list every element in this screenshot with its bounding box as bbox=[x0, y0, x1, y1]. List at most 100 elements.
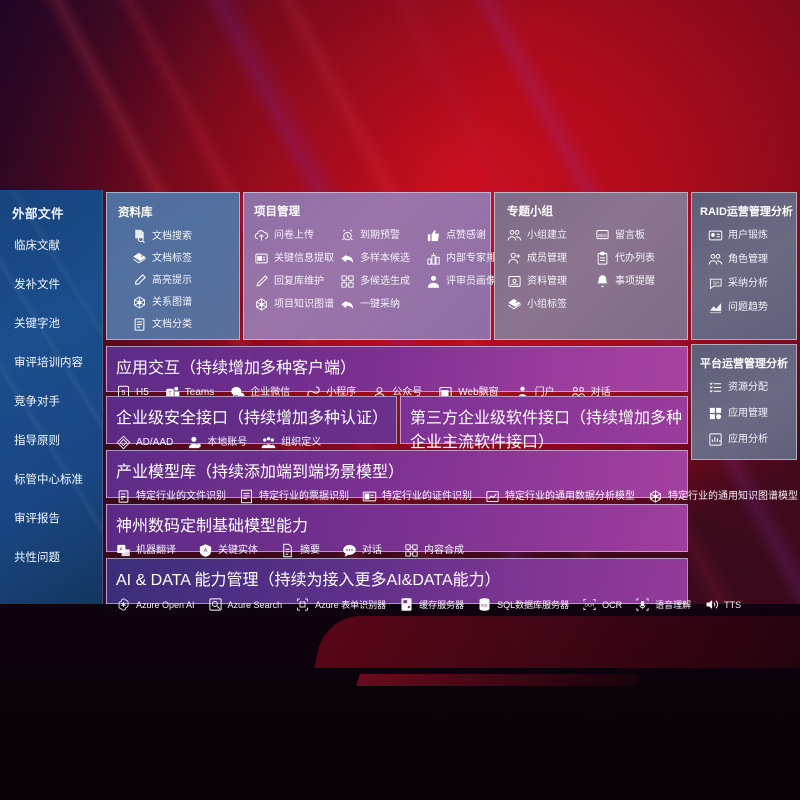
tile-role-management[interactable]: 角色管理 bbox=[708, 252, 796, 267]
org-icon bbox=[261, 435, 276, 450]
tile-label: 摘要 bbox=[300, 544, 320, 556]
sidebar-item-guidelines[interactable]: 指导原则 bbox=[14, 435, 60, 447]
tile-label: 特定行业的票据识别 bbox=[259, 490, 349, 502]
tile-label: 小组标签 bbox=[527, 298, 567, 310]
tile-label: 机器翻译 bbox=[136, 544, 176, 556]
tile-label: 特定行业的文件识别 bbox=[136, 490, 226, 502]
row-third-party-title: 第三方企业级软件接口（持续增加多种企业主流软件接口） bbox=[410, 410, 683, 451]
tile-label: 到期预警 bbox=[360, 229, 400, 241]
svg-text:A: A bbox=[119, 547, 123, 553]
tile-miniprogram[interactable]: 小程序 bbox=[306, 385, 356, 400]
tile-data-analysis-model[interactable]: 特定行业的通用数据分析模型 bbox=[485, 489, 635, 504]
tile-resource-allocation[interactable]: 资源分配 bbox=[708, 380, 796, 395]
tile-application-management[interactable]: 应用管理 bbox=[708, 406, 796, 421]
tile-user-training[interactable]: 用户锻炼 bbox=[708, 228, 796, 243]
tile-issue-trend[interactable]: 问题趋势 bbox=[708, 300, 796, 315]
tile-highlight-hint[interactable]: 高亮提示 bbox=[132, 273, 239, 288]
tile-document-search[interactable]: 文档搜索 bbox=[132, 229, 239, 244]
tile-teams[interactable]: T Teams bbox=[165, 385, 214, 400]
panel-project-management: 项目管理 问卷上传 到期预警 点赞感谢 关键信息提取 多样本候选 bbox=[243, 192, 506, 340]
tile-label: 企业微信 bbox=[250, 386, 291, 398]
sidebar-item-competitors[interactable]: 竞争对手 bbox=[14, 396, 60, 408]
tile-label: 组织定义 bbox=[281, 436, 322, 448]
tile-summary[interactable]: 摘要 bbox=[280, 543, 320, 558]
row-base-model-capability: 神州数码定制基础模型能力 A 机器翻译 A 关键实体 摘要 对话 内容合成 bbox=[106, 504, 688, 558]
tile-member-management[interactable]: 成员管理 bbox=[507, 251, 595, 266]
tile-application-analysis[interactable]: 应用分析 bbox=[708, 432, 796, 447]
tile-document-tag[interactable]: 文档标签 bbox=[132, 251, 239, 266]
tile-azure-search[interactable]: Azure Search bbox=[208, 597, 282, 612]
tile-project-knowledge-graph[interactable]: 项目知识图谱 bbox=[254, 297, 340, 312]
tile-label: Web飘窗 bbox=[458, 386, 499, 398]
tile-receipt-recognition[interactable]: 特定行业的票据识别 bbox=[239, 489, 349, 504]
sidebar-item-review-report[interactable]: 审评报告 bbox=[14, 513, 60, 525]
tile-label: 评审员画像 bbox=[446, 275, 496, 287]
tile-label: 门户 bbox=[534, 386, 555, 398]
pen-icon bbox=[254, 274, 269, 289]
tile-label: 小程序 bbox=[326, 386, 357, 398]
tile-form-recognizer[interactable]: Azure 表单识别器 bbox=[295, 597, 386, 612]
tile-key-entity[interactable]: A 关键实体 bbox=[198, 543, 258, 558]
tile-sql-db-server[interactable]: SQL SQL数据库服务器 bbox=[477, 597, 569, 612]
sidebar-title: 外部文件 bbox=[12, 207, 65, 221]
tile-reply-library-maintenance[interactable]: 回复库维护 bbox=[254, 274, 340, 289]
panel-raid-title: RAID运营管理分析 bbox=[700, 206, 793, 218]
tile-label: 资料管理 bbox=[527, 275, 567, 287]
tile-internal-expert-ranking[interactable]: 内部专家排名 bbox=[426, 251, 506, 266]
tile-org-definition[interactable]: 组织定义 bbox=[261, 435, 321, 450]
tile-label: AD/AAD bbox=[136, 436, 174, 448]
tile-content-composition[interactable]: 内容合成 bbox=[404, 543, 464, 558]
sidebar-item-supplement-files[interactable]: 发补文件 bbox=[14, 279, 60, 291]
tile-cache-server[interactable]: 缓存服务器 bbox=[399, 597, 464, 612]
person-icon bbox=[426, 274, 441, 289]
tile-multi-candidate-generation[interactable]: 多候选生成 bbox=[340, 274, 426, 289]
tile-document-category[interactable]: 文档分类 bbox=[132, 317, 239, 332]
graph-icon bbox=[648, 489, 663, 504]
tile-group-create[interactable]: 小组建立 bbox=[507, 228, 595, 243]
tile-material-management[interactable]: 资料管理 bbox=[507, 274, 595, 289]
tile-key-info-extraction[interactable]: 关键信息提取 bbox=[254, 251, 340, 266]
clipboard-icon bbox=[595, 251, 610, 266]
row-enterprise-security: 企业级安全接口（持续增加多种认证） AD/AAD 本地账号 组织定义 bbox=[106, 396, 397, 450]
tile-reviewer-profile[interactable]: 评审员画像 bbox=[426, 274, 506, 289]
tile-dialog[interactable]: 对话 bbox=[571, 385, 611, 400]
tile-file-recognition[interactable]: 特定行业的文件识别 bbox=[116, 489, 226, 504]
group-icon bbox=[507, 228, 522, 243]
tile-chat[interactable]: 对话 bbox=[342, 543, 382, 558]
tile-speech-understanding[interactable]: 语音理解 bbox=[635, 597, 691, 612]
tile-thumbs-up-thanks[interactable]: 点赞感谢 bbox=[426, 228, 506, 243]
tile-ocr[interactable]: OCR OCR bbox=[582, 597, 622, 612]
sidebar-item-review-training[interactable]: 审评培训内容 bbox=[14, 357, 83, 369]
tile-label: Azure 表单识别器 bbox=[315, 599, 387, 610]
tile-knowledge-graph-model[interactable]: 特定行业的通用知识图谱模型 bbox=[648, 489, 798, 504]
tile-group-tag[interactable]: 小组标签 bbox=[507, 297, 595, 312]
tile-one-click-adopt[interactable]: 一键采纳 bbox=[340, 297, 426, 312]
tile-label: 留言板 bbox=[615, 229, 645, 241]
tile-event-reminder[interactable]: 事项提醒 bbox=[595, 274, 687, 289]
tile-todo-list[interactable]: 代办列表 bbox=[595, 251, 687, 266]
sidebar-item-clinical-literature[interactable]: 临床文献 bbox=[14, 240, 60, 252]
sidebar-item-common-issues[interactable]: 共性问题 bbox=[14, 552, 60, 564]
ranking-icon bbox=[426, 251, 441, 266]
tile-ad-aad[interactable]: AD/AAD bbox=[116, 435, 173, 450]
svg-text:QA: QA bbox=[713, 280, 719, 285]
tile-tts[interactable]: TTS bbox=[704, 597, 741, 612]
project-tile-grid: 问卷上传 到期预警 点赞感谢 关键信息提取 多样本候选 内部专家排名 bbox=[254, 228, 506, 312]
tile-relation-graph[interactable]: 关系图谱 bbox=[132, 295, 239, 310]
document-list-icon bbox=[132, 317, 147, 332]
tile-expiry-alert[interactable]: 到期预警 bbox=[340, 228, 426, 243]
tile-azure-open-ai[interactable]: Azure Open AI bbox=[116, 597, 195, 612]
sidebar-item-keyword-pool[interactable]: 关键字池 bbox=[14, 318, 60, 330]
tile-local-account[interactable]: 本地账号 bbox=[187, 435, 247, 450]
tile-multi-sample-candidate[interactable]: 多样本候选 bbox=[340, 251, 426, 266]
tile-questionnaire-upload[interactable]: 问卷上传 bbox=[254, 228, 340, 243]
alarm-icon bbox=[340, 228, 355, 243]
tile-adoption-analysis[interactable]: QA 采纳分析 bbox=[708, 276, 796, 291]
sidebar-item-standards-center[interactable]: 标管中心标准 bbox=[14, 474, 83, 486]
ai-data-items: Azure Open AI Azure Search Azure 表单识别器 缓… bbox=[116, 597, 741, 612]
tile-id-recognition[interactable]: 特定行业的证件识别 bbox=[362, 489, 472, 504]
tile-machine-translation[interactable]: A 机器翻译 bbox=[116, 543, 176, 558]
tile-label: H5 bbox=[136, 386, 149, 398]
tile-message-board[interactable]: BBS 留言板 bbox=[595, 228, 687, 243]
data-analysis-icon bbox=[485, 489, 500, 504]
